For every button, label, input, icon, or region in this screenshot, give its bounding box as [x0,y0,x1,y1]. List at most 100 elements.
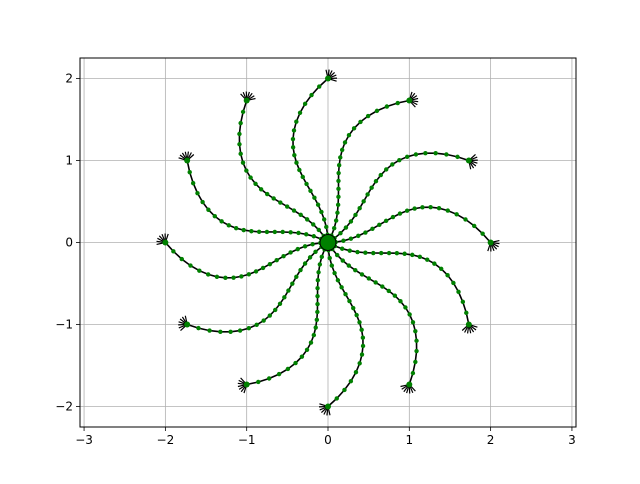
arm-point [294,160,298,164]
arm-point [239,274,243,278]
arm-point [463,217,467,221]
arm-point [265,192,269,196]
arm-11 [328,243,419,394]
arm-point [294,119,298,123]
arm-point [369,186,373,190]
arm-point [288,230,292,234]
arm-point [336,278,340,282]
arm-point [281,230,285,234]
arm-tip-point [325,76,331,82]
arm-point [314,325,318,329]
arm-point [347,263,351,267]
arm-point [296,247,300,251]
arm-point [191,181,195,185]
arm-point [286,288,290,292]
arm-point [228,330,232,334]
arm-point [268,313,272,317]
arm-5 [237,92,328,243]
arm-point [411,320,415,324]
arm-point [292,208,296,212]
arm-point [219,219,223,223]
arm-point [360,352,364,356]
arm-point [303,102,307,106]
arm-point [338,231,342,235]
arm-point [291,145,295,149]
arm-point [241,110,245,114]
x-tick-label: 2 [487,433,495,447]
arm-point [335,396,339,400]
arm-point [286,367,290,371]
arm-point [413,360,417,364]
arm-point [207,328,211,332]
arm-point [215,275,219,279]
arm-point [291,137,295,141]
arm-point [319,210,323,214]
arm-point [315,294,319,298]
arm-point [461,300,465,304]
arm-7 [157,234,329,281]
arm-point [311,222,315,226]
arm-point [380,284,384,288]
arm-point [257,230,261,234]
arm-point [361,336,365,340]
arm-point [313,250,317,254]
arm-point [249,229,253,233]
arm-point [316,270,320,274]
x-tick-label: 1 [405,433,413,447]
arm-point [357,320,361,324]
arm-point [301,175,305,179]
arm-point [423,151,427,155]
arm-9 [238,243,328,394]
arm-point [405,155,409,159]
x-tick-label: 3 [568,433,576,447]
arm-point [278,200,282,204]
arm-point [433,151,437,155]
arm-point [340,148,344,152]
arm-point [336,171,340,175]
arm-point [414,349,418,353]
arm-tip-point [184,322,190,328]
arm-point [253,182,257,186]
arm-3 [328,92,418,243]
arm-point [316,278,320,282]
arm-point [218,330,222,334]
arm-point [405,209,409,213]
arm-point [336,203,340,207]
arm-point [361,344,365,348]
arm-point [254,269,258,273]
arm-line [187,243,328,332]
arm-point [298,268,302,272]
arm-point [261,318,265,322]
arm-point [231,275,235,279]
arm-point [354,370,358,374]
arm-1 [328,205,500,252]
arm-point [393,294,397,298]
arm-point [384,219,388,223]
arm-point [238,152,242,156]
arm-6 [179,152,328,243]
arm-point [312,234,316,238]
arm-point [292,153,296,157]
arm-point [347,133,351,137]
arm-point [379,251,383,255]
arm-point [347,299,351,303]
arm-point [299,213,303,217]
arm-point [391,215,395,219]
arm-point [248,175,252,179]
arm-point [353,268,357,272]
x-tick-label: 0 [324,433,332,447]
arm-point [334,218,338,222]
arm-point [353,213,357,217]
arm-tip-point [325,404,331,410]
arm-point [414,339,418,343]
arm-point [464,311,468,315]
arm-point [288,250,292,254]
arm-point [396,101,400,105]
arm-point [375,109,379,113]
arm-point [265,230,269,234]
arm-point [374,179,378,183]
arm-point [318,262,322,266]
arm-point [337,163,341,167]
arm-point [237,132,241,136]
